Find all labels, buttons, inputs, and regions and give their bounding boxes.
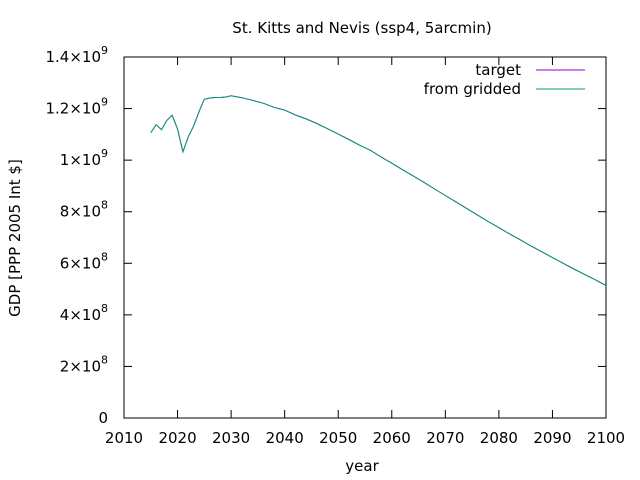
x-tick-label: 2040 [266,429,304,447]
y-tick-label: 6×108 [60,250,108,272]
x-tick-label: 2090 [533,429,571,447]
x-tick-label: 2070 [426,429,464,447]
y-tick-label: 1.4×109 [45,44,108,66]
y-tick-exponent: 9 [101,147,108,160]
y-tick-label: 8×108 [60,199,108,221]
y-tick-mantissa: 1.2×10 [45,100,101,118]
legend-label: from gridded [424,80,521,98]
series-line-1 [150,95,607,286]
series-lines [150,95,607,286]
x-tick-label: 2020 [158,429,196,447]
y-tick-mantissa: 8×10 [60,203,101,221]
y-tick-mantissa: 1×10 [60,151,101,169]
y-tick-label: 1.2×109 [45,96,108,118]
y-tick-exponent: 9 [101,44,108,57]
x-axis-label: year [345,457,379,475]
y-tick-exponent: 8 [101,353,108,366]
y-tick-mantissa: 0 [98,409,108,427]
x-tick-label: 2100 [587,429,625,447]
x-tick-label: 2080 [480,429,518,447]
y-tick-exponent: 9 [101,96,108,109]
y-tick-label: 4×108 [60,302,108,324]
x-tick-label: 2010 [105,429,143,447]
x-tick-label: 2060 [373,429,411,447]
y-axis-label: GDP [PPP 2005 Int $] [6,159,24,317]
x-axis: 2010 2020 2030 2040 2050 2060 2070 2080 2090 2100 [105,57,625,447]
chart-title: St. Kitts and Nevis (ssp4, 5arcmin) [232,19,491,37]
series-line-0 [150,95,607,286]
y-tick-exponent: 8 [101,199,108,212]
legend-label: target [475,61,521,79]
y-tick-mantissa: 1.4×10 [45,48,101,66]
y-tick-mantissa: 4×10 [60,306,101,324]
y-tick-exponent: 8 [101,302,108,315]
y-tick-exponent: 8 [101,250,108,263]
x-tick-label: 2050 [319,429,357,447]
y-tick-label: 2×108 [60,353,108,375]
x-tick-label: 2030 [212,429,250,447]
y-tick-mantissa: 6×10 [60,254,101,272]
y-tick-mantissa: 2×10 [60,357,101,375]
plot-area-frame [123,56,607,419]
y-tick-label: 1×109 [60,147,108,169]
y-tick-label: 0 [98,409,108,427]
